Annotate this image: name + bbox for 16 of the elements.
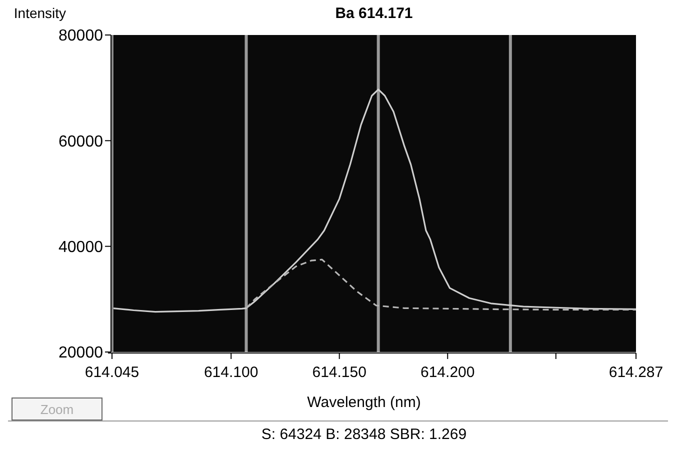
y-tick-label: 80000	[58, 28, 104, 45]
y-axis-title: Intensity	[14, 5, 66, 21]
x-tick-label: 614.200	[420, 364, 475, 381]
x-tick-label: 614.045	[84, 364, 140, 381]
line-series	[245, 258, 637, 311]
x-tick-label: 614.150	[312, 364, 366, 381]
x-axis-title: Wavelength (nm)	[307, 394, 421, 411]
chart-title: Ba 614.171	[335, 5, 413, 22]
y-tick-label: 60000	[58, 133, 104, 150]
x-tick-label: 614.100	[204, 364, 258, 381]
x-tick-label: 614.287	[608, 364, 664, 381]
y-tick-label: 40000	[58, 238, 104, 256]
text: S: 64324 B: 28348 SBR: 1.269	[261, 426, 467, 443]
zoom-button: Zoom	[12, 398, 102, 420]
y-tick-label: 20000	[58, 344, 104, 362]
line-series	[111, 88, 637, 313]
